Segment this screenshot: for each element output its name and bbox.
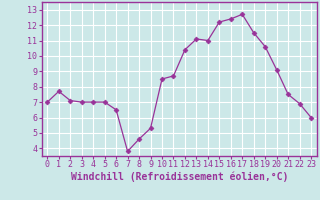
X-axis label: Windchill (Refroidissement éolien,°C): Windchill (Refroidissement éolien,°C) (70, 172, 288, 182)
